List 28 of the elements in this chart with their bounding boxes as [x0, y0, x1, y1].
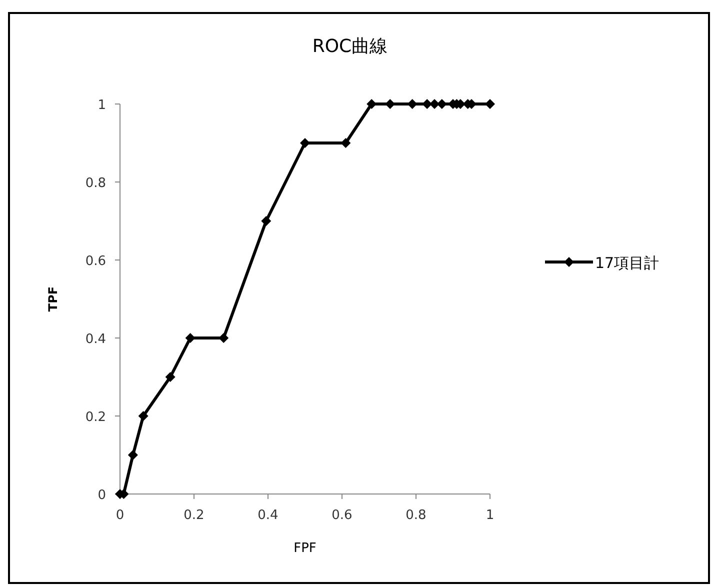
y-tick-label: 0: [98, 488, 106, 503]
x-tick-label: 0.6: [332, 508, 352, 523]
point: [185, 333, 196, 343]
point: [407, 99, 418, 109]
point: [300, 138, 310, 148]
title: ROC曲線: [312, 36, 388, 57]
point: [430, 99, 440, 109]
legend: 17項目計: [545, 254, 660, 272]
legend-label: 17項目計: [595, 254, 660, 272]
x-tick-label: 1: [486, 508, 494, 523]
y-tick-label: 1: [98, 98, 106, 113]
x-axis-title: FPF: [294, 541, 316, 556]
point: [138, 411, 148, 421]
y-tick-label: 0.4: [85, 332, 106, 347]
x-tick-label: 0.4: [258, 508, 278, 523]
point: [165, 372, 176, 382]
y-tick-label: 0.8: [85, 176, 106, 191]
x-tick-label: 0: [116, 508, 124, 523]
point: [340, 138, 351, 148]
point: [128, 450, 138, 460]
point: [485, 99, 495, 109]
y-tick-label: 0.6: [85, 254, 106, 269]
point: [261, 216, 272, 226]
x-tick-label: 0.2: [184, 508, 204, 523]
x-tick-label: 0.8: [406, 508, 426, 523]
y-axis-title: TPF: [46, 286, 60, 312]
y-tick-label: 0.2: [85, 410, 106, 425]
point: [218, 333, 229, 343]
